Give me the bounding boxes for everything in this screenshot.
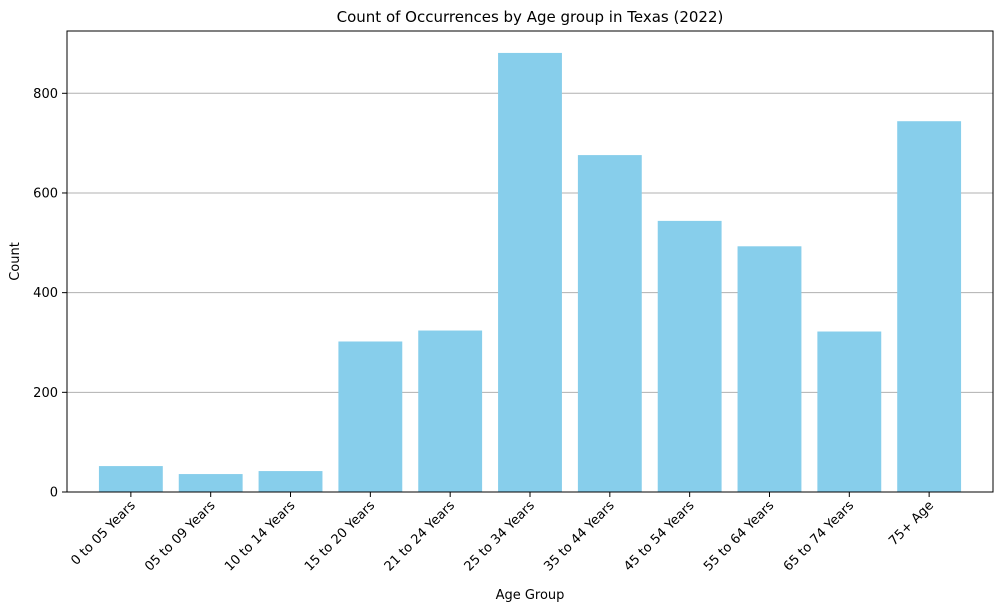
bar <box>258 471 323 492</box>
x-axis-ticks: 0 to 05 Years 05 to 09 Years 10 to 14 Year… <box>68 492 937 574</box>
bar <box>418 330 483 492</box>
x-tick-label: 25 to 34 Years <box>462 498 538 574</box>
y-tick-label: 600 <box>33 186 58 201</box>
bar <box>178 474 243 492</box>
x-tick-label: 65 to 74 Years <box>781 498 857 574</box>
bar <box>657 220 722 493</box>
bar <box>98 466 163 492</box>
y-axis-ticks: 0 200 400 600 800 <box>33 87 67 501</box>
bar <box>897 121 962 493</box>
x-tick-label: 0 to 05 Years <box>68 498 139 569</box>
bar <box>577 155 642 492</box>
bar <box>737 246 802 492</box>
x-axis-label: Age Group <box>496 588 565 603</box>
x-tick-label: 10 to 14 Years <box>222 498 298 574</box>
bar <box>338 341 403 492</box>
x-tick-label: 21 to 24 Years <box>382 498 458 574</box>
x-tick-label: 05 to 09 Years <box>142 498 218 574</box>
y-tick-label: 0 <box>50 486 58 501</box>
bars <box>98 52 962 493</box>
x-tick-label: 35 to 44 Years <box>541 498 617 574</box>
y-tick-label: 200 <box>33 386 58 401</box>
y-tick-label: 400 <box>33 286 58 301</box>
x-tick-label: 15 to 20 Years <box>302 498 378 574</box>
bar <box>498 52 562 492</box>
x-tick-label: 45 to 54 Years <box>621 498 697 574</box>
bar <box>817 331 882 492</box>
y-tick-label: 800 <box>33 87 58 102</box>
x-tick-label: 55 to 64 Years <box>701 498 777 574</box>
y-axis-label: Count <box>8 242 23 281</box>
x-tick-label: 75+ Age <box>886 498 937 549</box>
chart-title: Count of Occurrences by Age group in Tex… <box>337 8 724 26</box>
